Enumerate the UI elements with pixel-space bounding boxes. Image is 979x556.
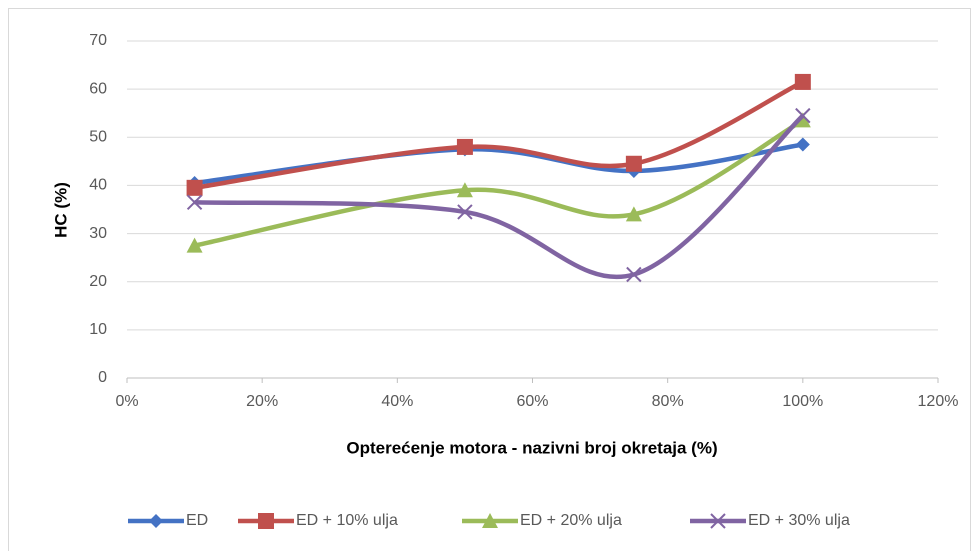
- marker: [149, 514, 163, 528]
- marker: [186, 237, 203, 253]
- x-tick-label: 80%: [652, 393, 684, 410]
- y-tick-label: 20: [89, 273, 107, 290]
- marker: [794, 73, 811, 90]
- x-axis-title: Opterećenje motora - nazivni broj okreta…: [346, 438, 717, 457]
- marker: [626, 266, 642, 283]
- marker: [795, 137, 810, 152]
- marker: [482, 513, 498, 528]
- x-tick-label: 40%: [381, 393, 413, 410]
- x-tick-label: 120%: [918, 393, 959, 410]
- x-tick-label: 60%: [516, 393, 548, 410]
- series: [186, 73, 811, 196]
- legend-label: ED + 30% ulja: [748, 512, 850, 529]
- y-tick-label: 0: [98, 369, 107, 386]
- marker: [795, 107, 811, 124]
- y-tick-label: 10: [89, 321, 107, 338]
- series-line: [194, 79, 804, 191]
- marker: [186, 179, 203, 196]
- marker: [186, 194, 203, 210]
- x-tick-label: 20%: [246, 393, 278, 410]
- legend-label: ED + 20% ulja: [520, 512, 622, 529]
- y-tick-label: 60: [89, 80, 107, 97]
- series-line: [194, 113, 805, 280]
- marker: [456, 138, 473, 155]
- marker: [625, 206, 642, 222]
- series-line: [194, 118, 804, 248]
- marker: [258, 513, 274, 529]
- marker: [710, 513, 726, 529]
- marker: [457, 204, 473, 220]
- marker: [625, 155, 642, 172]
- y-tick-label: 70: [89, 32, 107, 49]
- marker: [456, 182, 473, 198]
- y-tick-label: 30: [89, 225, 107, 242]
- x-tick-label: 0%: [115, 393, 138, 410]
- legend-label: ED + 10% ulja: [296, 512, 398, 529]
- series: [186, 107, 811, 283]
- y-axis-title: HC (%): [51, 182, 70, 238]
- y-tick-label: 40: [89, 177, 107, 194]
- y-tick-label: 50: [89, 129, 107, 146]
- x-tick-label: 100%: [782, 393, 823, 410]
- marker: [794, 112, 811, 128]
- series: [186, 112, 811, 253]
- legend-label: ED: [186, 512, 208, 529]
- chart-border: [8, 8, 971, 556]
